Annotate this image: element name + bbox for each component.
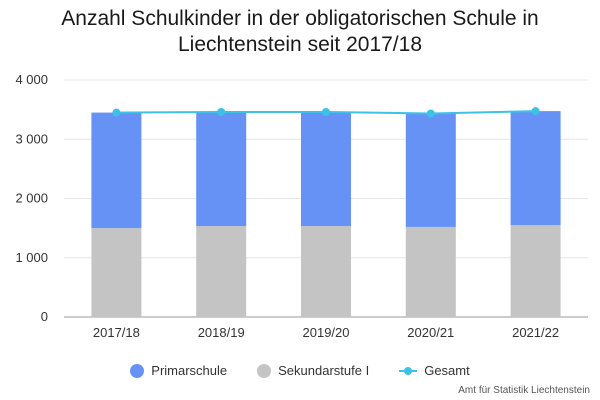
bar-primarschule bbox=[301, 111, 351, 227]
y-tick-label: 4 000 bbox=[15, 72, 48, 87]
y-tick-label: 3 000 bbox=[15, 131, 48, 146]
bar-primarschule bbox=[405, 113, 456, 227]
gesamt-point bbox=[112, 108, 121, 117]
legend-label-sekundarstufe: Sekundarstufe I bbox=[278, 363, 370, 378]
y-tick-label: 0 bbox=[41, 309, 48, 324]
source-credit: Amt für Statistik Liechtenstein bbox=[458, 385, 590, 396]
y-tick-label: 1 000 bbox=[15, 250, 48, 265]
legend-label-gesamt: Gesamt bbox=[424, 363, 470, 378]
gesamt-point bbox=[217, 107, 226, 116]
legend-marker-gesamt bbox=[399, 364, 418, 378]
x-tick-label: 2020/21 bbox=[407, 325, 454, 340]
chart-title-line-1: Anzahl Schulkinder in der obligatorische… bbox=[61, 7, 539, 30]
bar-sekundarstufe-i bbox=[405, 226, 456, 317]
x-tick-label: 2018/19 bbox=[198, 325, 245, 340]
gesamt-point bbox=[426, 109, 435, 118]
chart-title-line-2: Liechtenstein seit 2017/18 bbox=[177, 33, 422, 56]
legend-item-primarschule[interactable]: Primarschule bbox=[130, 363, 227, 378]
x-tick-label: 2017/18 bbox=[93, 325, 140, 340]
legend-marker-primarschule bbox=[130, 363, 145, 378]
bar-sekundarstufe-i bbox=[91, 228, 142, 317]
bar-primarschule bbox=[91, 112, 142, 229]
legend-marker-sekundarstufe bbox=[257, 363, 272, 378]
chart-title: Anzahl Schulkinder in der obligatorische… bbox=[0, 6, 600, 58]
bar-primarschule bbox=[510, 111, 561, 226]
bar-sekundarstufe-i bbox=[510, 225, 561, 317]
bar-primarschule bbox=[196, 111, 247, 227]
bar-sekundarstufe-i bbox=[196, 226, 247, 317]
legend-item-sekundarstufe[interactable]: Sekundarstufe I bbox=[257, 363, 369, 378]
chart-legend: Primarschule Sekundarstufe I Gesamt bbox=[0, 363, 600, 378]
gesamt-point bbox=[531, 107, 540, 116]
y-tick-label: 2 000 bbox=[15, 191, 48, 206]
legend-label-primarschule: Primarschule bbox=[151, 363, 228, 378]
x-tick-label: 2019/20 bbox=[303, 325, 350, 340]
x-tick-label: 2021/22 bbox=[512, 325, 559, 340]
legend-item-gesamt[interactable]: Gesamt bbox=[399, 363, 470, 378]
gesamt-point bbox=[322, 107, 330, 116]
bar-sekundarstufe-i bbox=[301, 226, 351, 317]
